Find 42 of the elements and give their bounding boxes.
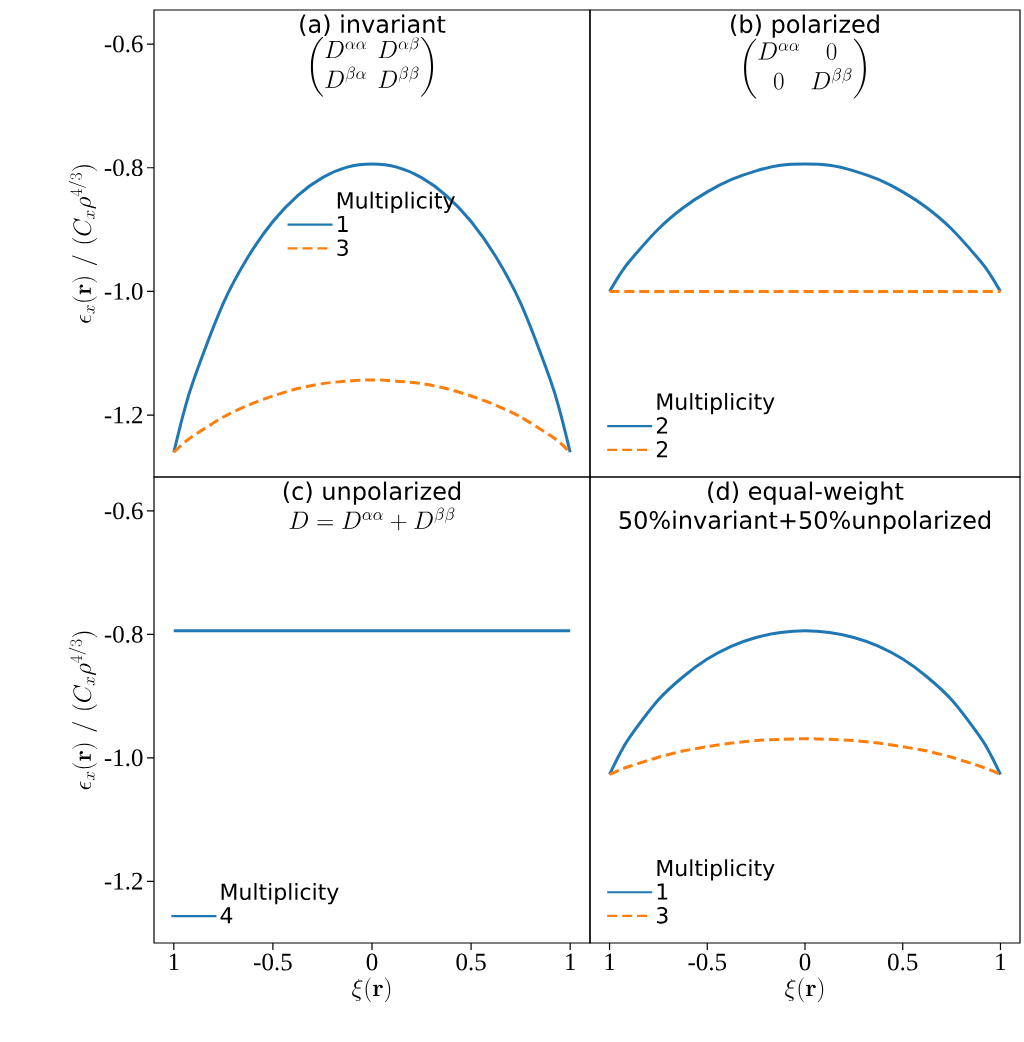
legend-label: 3	[656, 907, 668, 924]
x-axis-title: $\xi(\mathbf{r})$	[352, 977, 391, 1003]
text: 50%invariant+50%unpolarized	[619, 510, 990, 534]
y-tick-label: -1.2	[104, 406, 143, 424]
legend-label: 2	[656, 417, 668, 434]
legend-title: Multiplicity	[221, 883, 339, 905]
y-axis-title: $\epsilon_x(\mathbf{r})\ /\ (C_x\rho^{4/3})$	[68, 165, 98, 323]
legend-label: 1	[657, 883, 668, 900]
chart-title: (d) equal-weight	[708, 481, 904, 505]
text: $D = D^{\alpha\alpha} + D^{\beta\beta}$	[289, 507, 455, 531]
x-tick-label: -0.5	[688, 953, 727, 971]
x-tick-label: -0.5	[254, 953, 292, 971]
x-tick-label: 1	[605, 953, 615, 971]
x-axis-title: $\xi(\mathbf{r})$	[785, 977, 824, 1003]
y-axis-title: $\epsilon_x(\mathbf{r})\ /\ (C_x\rho^{4/3})$	[68, 631, 98, 790]
legend-title: Multiplicity	[657, 392, 775, 415]
chart-title: (c) unpolarized	[283, 481, 461, 505]
x-tick-label: 0	[366, 953, 378, 971]
x-tick-label: 1	[996, 953, 1006, 971]
legend-title: Multiplicity	[337, 191, 455, 213]
y-tick-label: -0.8	[104, 159, 143, 177]
x-tick-label: 1	[566, 953, 575, 971]
text: $\begin{pmatrix}D^{\alpha\alpha} & D^{\alpha\beta}\\ D^{\beta\alpha} & D^{\beta\beta}\end{pmatrix}$	[310, 36, 434, 97]
x-tick-label: 1	[169, 953, 179, 971]
y-tick-label: -0.6	[104, 35, 143, 53]
legend-label: 1	[338, 215, 348, 232]
y-tick-label: -1.0	[104, 282, 143, 300]
legend-label: 3	[337, 239, 348, 257]
y-tick-label: -1.0	[104, 749, 143, 767]
text: $\begin{pmatrix}D^{\alpha\alpha} & 0\\ 0 & D^{\beta\beta}\end{pmatrix}$	[744, 38, 866, 99]
x-tick-label: 0.5	[888, 953, 918, 971]
legend-title: Multiplicity	[657, 859, 775, 881]
legend-label: 2	[656, 440, 668, 458]
x-tick-label: 0.5	[456, 953, 486, 971]
y-tick-label: -0.6	[104, 502, 143, 520]
legend-label: 4	[220, 907, 233, 924]
chart-title: (b) polarized	[731, 14, 879, 38]
x-tick-label: 0	[799, 953, 811, 971]
y-tick-label: -0.8	[104, 625, 143, 643]
y-tick-label: -1.2	[104, 872, 143, 890]
line-series	[172, 162, 572, 454]
chart-title: (a) invariant	[300, 14, 446, 36]
